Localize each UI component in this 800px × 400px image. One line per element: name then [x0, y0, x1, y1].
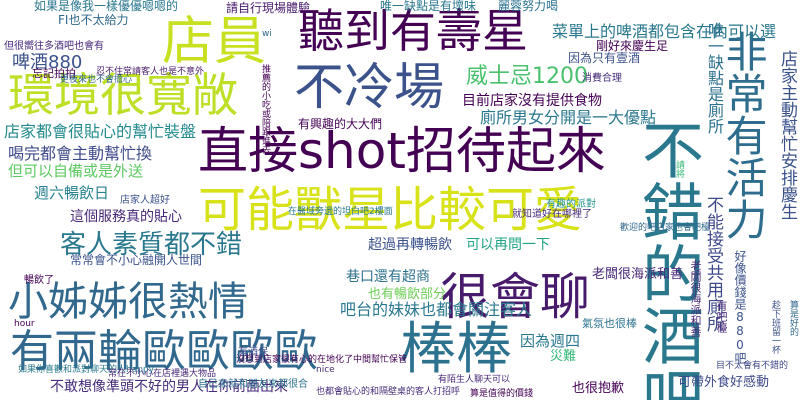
word-cloud-word: 唯一缺點是廁所	[705, 22, 724, 134]
word-cloud-word: 可能獸星比較可愛	[198, 182, 583, 238]
word-cloud-word: 小姊姊很熱情	[8, 279, 248, 325]
word-cloud-word: 但很嚮往多酒吧也會有	[4, 41, 104, 52]
word-cloud-word: 菜單上的啤酒都包含在內可以選	[552, 22, 777, 41]
word-cloud-word: 喝完都會主動幫忙換	[8, 144, 153, 163]
word-cloud-word: 有酒保	[238, 347, 268, 358]
word-cloud-word: 不能接受共用廁所	[703, 196, 723, 332]
word-cloud-word: 忍不住常請客人也是不意外	[96, 67, 205, 77]
word-cloud-word: 但可以自備或是外送	[8, 162, 144, 180]
word-cloud-word: 目不太會有不錯的	[716, 361, 789, 371]
word-cloud-word: 趁下班留一杯	[770, 300, 780, 354]
word-cloud-word: 如果是像我一樣優優嗯嗯的	[34, 0, 179, 13]
word-cloud-word: 氣氛也很棒	[582, 317, 637, 330]
word-cloud-word: 好像價錢是880吧	[733, 250, 747, 364]
word-cloud-word: 非常有活力	[719, 30, 768, 240]
word-cloud-word: 店家都會很貼心的幫忙裝盤	[4, 122, 197, 141]
word-cloud-word: 超過再轉暢飲	[368, 237, 452, 253]
word-cloud-word: 老闆很海派和善	[689, 260, 702, 337]
word-cloud-word: 剛好來慶生足	[596, 39, 669, 53]
word-cloud-word: 啤酒880	[12, 52, 83, 73]
word-cloud-word: 可以再問一下	[466, 237, 550, 253]
word-cloud-word: 聽到有壽星	[298, 4, 528, 58]
word-cloud-word: 目前店家沒有提供食物	[462, 93, 602, 109]
word-cloud-word: 店家主動幫忙安排慶生	[777, 50, 797, 220]
word-cloud-word: hour	[14, 319, 35, 329]
word-cloud-word: 巷口還有超商	[346, 269, 430, 285]
word-cloud-word: 在醫域旁邊的坦白吧2樓面	[288, 207, 393, 217]
word-cloud-word: 歡迎的吧店家也會吧檯	[620, 223, 711, 233]
word-cloud-word: 常在不小心在店裡遇大物品	[108, 369, 217, 379]
word-cloud-word: 不冷場	[294, 58, 444, 116]
word-cloud-word: 吧台的妹妹也都會關注客人	[340, 300, 533, 319]
word-cloud-word: 不敢想像準頭不好的男人在你前面出來	[50, 379, 288, 395]
word-cloud-word: 不錯的酒吧	[631, 118, 704, 400]
word-cloud-word: 廁所男女分開是一大優點	[480, 108, 657, 127]
word-cloud-word: 威士忌1200	[466, 64, 588, 89]
word-cloud-word: 有陌生人聊天可以	[438, 375, 511, 385]
word-cloud-word: nice	[316, 365, 335, 375]
word-cloud-word: 客人素質都不錯	[60, 230, 243, 260]
word-cloud-word: 沒想到店家很有心的在地化了中間幫忙保管	[236, 355, 408, 365]
word-cloud-word: 可帶外食好感動	[678, 375, 770, 390]
word-cloud-word: 也有暢飲部分	[368, 287, 447, 302]
word-cloud-word: 麗蓉努力喝	[498, 0, 559, 13]
word-cloud-word: 有興趣的大大們	[298, 117, 383, 131]
word-cloud-word: 很會聊	[440, 268, 590, 326]
word-cloud-word: 因為只有壹酒	[568, 51, 641, 65]
word-cloud-word: 算是好的	[788, 300, 798, 336]
word-cloud-word: 老闆很海派和善	[592, 267, 684, 282]
word-cloud-word: 有趣的派對	[546, 199, 596, 210]
word-cloud-word: 忘記拍拍	[32, 67, 76, 80]
word-cloud-word: 棒棒	[400, 317, 512, 382]
word-cloud-word: 有吧檯	[715, 300, 728, 333]
word-cloud-word: 常常會不小心融開人世間	[70, 253, 203, 267]
word-cloud-word: 就知道好在哪裡了	[512, 209, 592, 220]
word-cloud-word: 也都會貼心的和隔壁桌的客人打招呼	[316, 387, 461, 397]
word-cloud-word: FI也不太給力	[58, 13, 129, 27]
word-cloud-word: 如果你喜歡和派對聊天的人happy	[18, 365, 154, 375]
word-cloud-word: 也很抱歉	[572, 381, 625, 396]
word-cloud-word: 請將	[674, 160, 684, 178]
word-cloud-word: 推薦的小吃或陪跟進去	[260, 64, 270, 154]
word-cloud-word: 店員	[162, 12, 267, 72]
word-cloud-word: 災難	[550, 349, 577, 364]
word-cloud-word: 自己來就和朋友來都很合	[198, 379, 308, 390]
word-cloud-word: 消費合理	[582, 73, 622, 84]
word-cloud-word: 請自行現場體驗	[226, 1, 311, 15]
word-cloud-word: 暢飲了	[24, 275, 54, 286]
word-cloud-word: 更夜來也不會擔心	[60, 75, 133, 85]
word-cloud-word: 算是值得的價錢	[470, 389, 534, 399]
word-cloud-word: 這個服務真的貼心	[70, 209, 182, 225]
word-cloud-word: 環境很寬敞	[8, 68, 238, 122]
word-cloud-word: 店家人超好	[120, 195, 170, 206]
word-cloud-word: 唯一缺點是有壞味	[380, 0, 477, 13]
word-cloud-word: 有兩輪歐歐歐歐	[10, 326, 318, 377]
word-cloud-word: wi	[262, 29, 272, 39]
word-cloud-word: 因為週四	[520, 332, 581, 350]
word-cloud-word: 週六暢飲日	[34, 184, 110, 202]
word-cloud-word: 直接shot招待起來	[198, 122, 606, 180]
